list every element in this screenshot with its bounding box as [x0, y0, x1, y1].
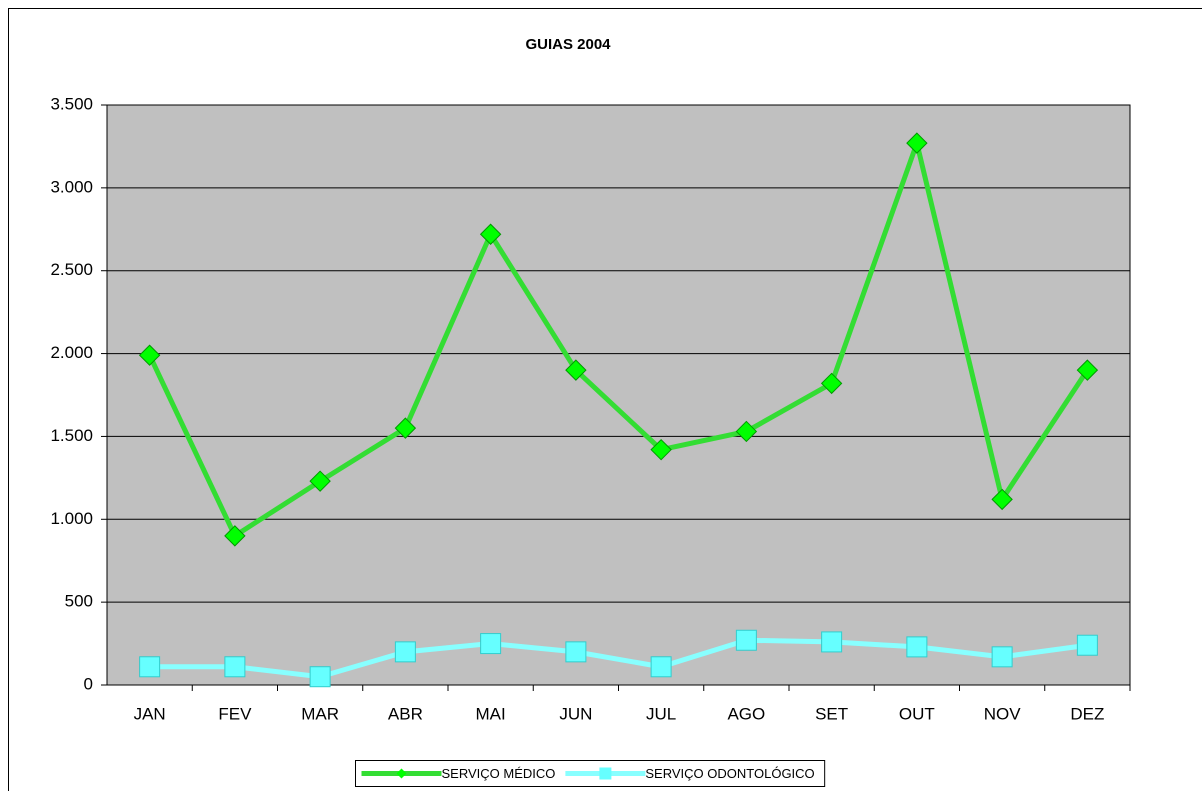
- legend-marker: [599, 767, 612, 780]
- legend-marker: [396, 768, 407, 779]
- data-point: [394, 417, 417, 439]
- legend-label: SERVIÇO ODONTOLÓGICO: [645, 766, 814, 781]
- x-tick-label: MAI: [476, 704, 506, 723]
- data-point: [821, 631, 843, 653]
- x-tick-label: FEV: [218, 704, 252, 723]
- data-point: [906, 132, 928, 154]
- x-tick-label: MAR: [301, 704, 339, 723]
- x-tick-label: AGO: [727, 704, 765, 723]
- x-tick-label: JAN: [134, 704, 166, 723]
- data-point: [1076, 359, 1099, 381]
- x-tick-label: NOV: [984, 704, 1022, 723]
- y-tick-label: 500: [65, 592, 93, 611]
- legend: SERVIÇO MÉDICO SERVIÇO ODONTOLÓGICO: [355, 760, 826, 787]
- data-point: [565, 359, 587, 381]
- data-point: [394, 641, 416, 663]
- legend-label: SERVIÇO MÉDICO: [442, 766, 556, 781]
- data-point: [906, 636, 928, 658]
- data-point: [735, 420, 758, 443]
- series-line: [147, 134, 1090, 540]
- data-point: [1076, 634, 1098, 656]
- plot-area: [107, 105, 1130, 685]
- y-tick-label: 0: [84, 674, 93, 693]
- y-tick-label: 3.500: [50, 94, 93, 113]
- data-point: [480, 633, 502, 655]
- x-tick-label: OUT: [899, 704, 935, 723]
- x-tick-label: DEZ: [1070, 704, 1104, 723]
- data-point: [991, 488, 1013, 511]
- y-tick-label: 2.000: [50, 343, 93, 362]
- data-point: [309, 666, 331, 688]
- y-tick-label: 2.500: [50, 260, 93, 279]
- data-point: [224, 525, 246, 547]
- x-tick-label: SET: [815, 704, 848, 723]
- data-point: [991, 646, 1013, 668]
- y-tick-label: 1.500: [50, 426, 93, 445]
- data-point: [820, 372, 843, 395]
- data-point: [650, 656, 672, 678]
- chart-title: GUIAS 2004: [525, 36, 611, 53]
- data-point: [224, 656, 246, 678]
- data-point: [565, 641, 587, 663]
- data-point: [139, 656, 161, 678]
- data-point: [138, 344, 161, 366]
- y-tick-label: 3.000: [50, 177, 93, 196]
- series-line: [149, 637, 1088, 680]
- y-tick-label: 1.000: [50, 509, 93, 528]
- data-point: [479, 223, 502, 245]
- data-point: [650, 438, 672, 461]
- x-tick-label: JUN: [559, 704, 592, 723]
- data-point: [735, 629, 757, 651]
- x-tick-label: JUL: [646, 704, 676, 723]
- data-point: [309, 470, 331, 492]
- x-tick-label: ABR: [388, 704, 423, 723]
